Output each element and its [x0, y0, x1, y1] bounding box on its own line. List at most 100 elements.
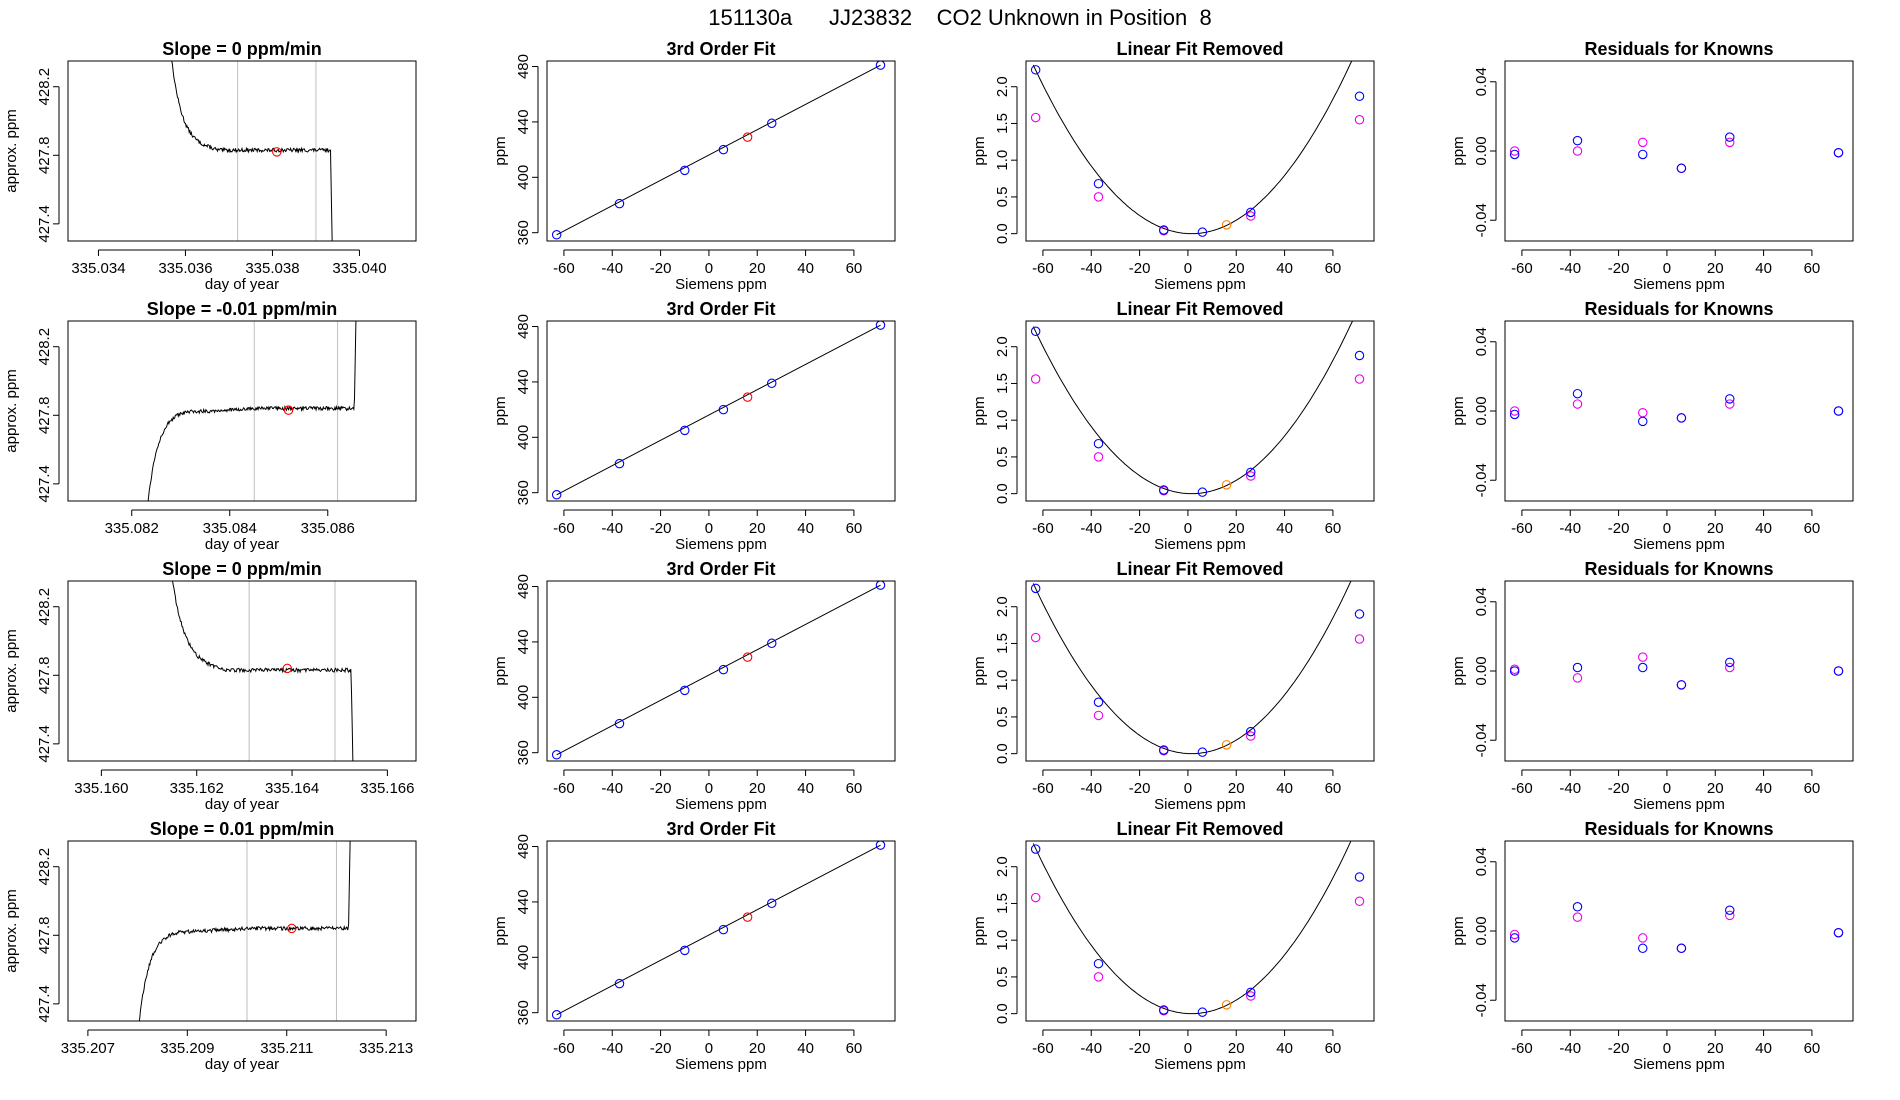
standard-point	[1093, 958, 1104, 969]
plot-frame	[1025, 580, 1375, 762]
y-axis-label: approx. ppm	[3, 369, 20, 452]
plot-frame	[546, 60, 896, 242]
residual-point	[1833, 927, 1844, 938]
x-axis-label: Siemens ppm	[1154, 796, 1246, 813]
panel-res-row4: Residuals for Knowns -60 -40 -20 0 20 40 60 -0.0…	[1450, 819, 1854, 1073]
x-tick-label: -60	[1032, 260, 1054, 277]
x-axis-label: Siemens ppm	[1154, 1056, 1246, 1073]
y-axis-label: ppm	[971, 136, 988, 165]
previous-residual-point	[1509, 929, 1520, 940]
panel-title: Linear Fit Removed	[1116, 819, 1283, 839]
x-tick-label: -40	[1080, 260, 1102, 277]
x-tick-label: 60	[1325, 780, 1342, 797]
x-axis-label: Siemens ppm	[1633, 276, 1725, 293]
x-tick-label: 20	[749, 780, 766, 797]
panel-time-row3: Slope = 0 ppm/min 335.160 335.162 335.164 33…	[3, 559, 417, 813]
x-axis-label: Siemens ppm	[675, 536, 767, 553]
previous-standard-point	[1030, 112, 1041, 123]
x-axis-label: Siemens ppm	[1633, 536, 1725, 553]
y-tick-label: 480	[515, 54, 532, 79]
x-tick-label: -40	[601, 780, 623, 797]
y-tick-label: 427.4	[36, 465, 53, 503]
x-tick-label: 20	[1228, 1040, 1245, 1057]
standard-point	[1093, 438, 1104, 449]
plot-area	[1509, 132, 1844, 174]
panel-title: Linear Fit Removed	[1116, 299, 1283, 319]
standard-point	[766, 378, 777, 389]
plot-frame	[1025, 320, 1375, 502]
plot-frame	[1025, 840, 1375, 1022]
y-tick-label: 400	[515, 425, 532, 450]
residual-point	[1638, 943, 1648, 954]
y-tick-label: 400	[515, 165, 532, 190]
y-tick-label: 427.4	[36, 205, 53, 243]
x-tick-label: -40	[1080, 780, 1102, 797]
residual-point	[1509, 409, 1520, 420]
x-tick-label: -20	[1608, 1040, 1630, 1057]
panel-title: Residuals for Knowns	[1584, 819, 1773, 839]
previous-residual-point	[1572, 673, 1583, 683]
x-tick-label: 20	[1707, 1040, 1724, 1057]
y-tick-label: 1.0	[994, 410, 1011, 431]
x-tick-label: -20	[650, 260, 672, 277]
x-tick-label: 40	[797, 780, 814, 797]
x-tick-label: -40	[1080, 1040, 1102, 1057]
previous-residual-point	[1638, 407, 1648, 418]
unknown-point	[742, 912, 753, 922]
x-axis-label: Siemens ppm	[675, 796, 767, 813]
fit-line	[556, 844, 881, 1016]
y-tick-label: 480	[515, 574, 532, 599]
previous-standard-point	[1030, 374, 1041, 384]
standard-point	[1197, 487, 1208, 497]
standard-point	[1093, 178, 1104, 189]
panel-title: Residuals for Knowns	[1584, 559, 1773, 579]
plot-area	[1030, 581, 1365, 757]
plot-frame	[67, 580, 417, 762]
plot-area	[1509, 652, 1844, 690]
y-axis-label: approx. ppm	[3, 109, 20, 192]
previous-standard-point	[1030, 892, 1041, 903]
y-tick-label: 0.04	[1473, 847, 1490, 876]
unknown-mean-point	[286, 923, 297, 934]
y-tick-label: 0.00	[1473, 396, 1490, 425]
plot-frame	[546, 580, 896, 762]
y-axis-label: approx. ppm	[3, 629, 20, 712]
previous-residual-point	[1638, 933, 1648, 943]
standard-point	[551, 230, 562, 240]
previous-standard-point	[1093, 452, 1104, 462]
y-tick-label: 2.0	[994, 76, 1011, 97]
x-tick-label: -20	[1129, 260, 1151, 277]
standard-point	[718, 404, 729, 415]
x-tick-label: 335.207	[61, 1040, 115, 1057]
residual-point	[1676, 680, 1687, 690]
residual-point	[1676, 413, 1687, 423]
y-tick-label: 428.2	[36, 328, 53, 366]
x-tick-label: -60	[553, 520, 575, 537]
residual-point	[1676, 163, 1687, 174]
previous-standard-point	[1246, 471, 1256, 481]
y-tick-label: 440	[515, 629, 532, 654]
previous-standard-point	[1354, 115, 1365, 125]
x-tick-label: 20	[749, 1040, 766, 1057]
previous-residual-point	[1572, 399, 1583, 409]
x-tick-label: -20	[1608, 520, 1630, 537]
plot-area	[551, 581, 886, 760]
standard-point	[679, 425, 690, 436]
y-tick-label: 427.8	[36, 137, 53, 175]
panel-title: 3rd Order Fit	[666, 559, 775, 579]
residual-point	[1509, 933, 1520, 943]
plot-area	[551, 841, 886, 1020]
plot-area	[551, 321, 886, 500]
measurement-trace	[171, 61, 333, 241]
x-tick-label: 335.164	[265, 780, 319, 797]
plot-frame	[67, 840, 417, 1022]
residual-point	[1572, 388, 1583, 399]
standard-point	[614, 198, 625, 209]
y-tick-label: 0.5	[994, 966, 1011, 987]
standard-point	[718, 924, 729, 935]
x-tick-label: 40	[1755, 780, 1772, 797]
previous-residual-point	[1725, 399, 1735, 409]
x-tick-label: -40	[1080, 520, 1102, 537]
residual-point	[1638, 149, 1648, 160]
